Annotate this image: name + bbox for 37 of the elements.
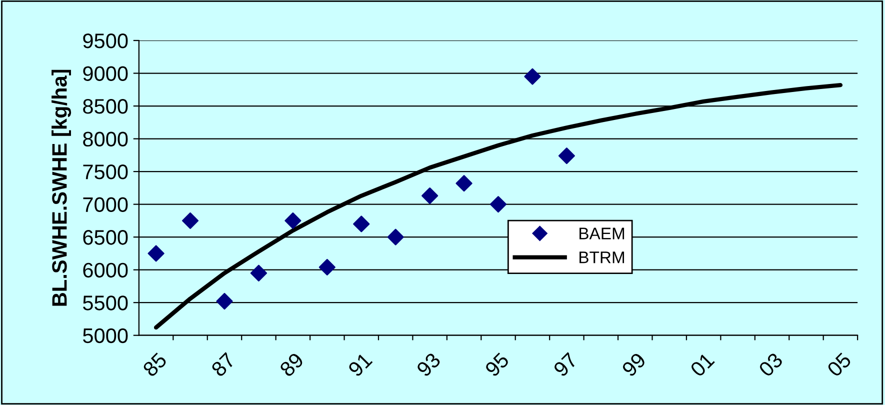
y-tick-label: 5000 bbox=[83, 328, 128, 344]
point bbox=[422, 187, 438, 204]
x-tick-label: 99 bbox=[621, 352, 647, 378]
point bbox=[318, 258, 336, 276]
y-tick-label: 6000 bbox=[83, 262, 128, 278]
legend-label: BAEM bbox=[580, 228, 624, 240]
point bbox=[558, 148, 575, 164]
x-tick-label: 93 bbox=[416, 352, 442, 378]
point bbox=[490, 196, 507, 213]
x-tick-label: 85 bbox=[142, 352, 168, 378]
point bbox=[387, 228, 404, 246]
point bbox=[524, 68, 541, 85]
point bbox=[250, 264, 268, 282]
x-tick-label: 91 bbox=[347, 352, 373, 378]
y-tick-label: 5500 bbox=[83, 296, 128, 310]
x-tick-label: 03 bbox=[758, 352, 784, 378]
point bbox=[456, 175, 472, 192]
x-tick-label: 89 bbox=[278, 352, 304, 378]
y-tick-label: 6500 bbox=[83, 230, 128, 245]
legend-label: BTRM bbox=[580, 252, 624, 264]
y-tick-label: 9000 bbox=[83, 66, 128, 82]
point bbox=[216, 292, 233, 310]
point bbox=[353, 216, 370, 232]
y-tick-label: 8500 bbox=[83, 99, 128, 114]
y-tick-label: 7500 bbox=[83, 164, 128, 180]
point bbox=[148, 245, 164, 262]
x-tick-label: 97 bbox=[552, 352, 578, 378]
point bbox=[284, 212, 302, 229]
x-tick-label: 01 bbox=[689, 352, 716, 378]
y-tick-label: 8000 bbox=[83, 132, 128, 147]
x-tick-label: 95 bbox=[484, 352, 510, 378]
y-tick-label: 7000 bbox=[83, 197, 128, 212]
y-axis-title: BL.SWHE.SWHE [kg/ha] bbox=[52, 70, 72, 306]
x-tick-label: 87 bbox=[210, 352, 236, 378]
x-tick-label: 05 bbox=[826, 352, 852, 378]
y-tick-label: 9500 bbox=[83, 34, 128, 48]
point bbox=[182, 212, 199, 229]
